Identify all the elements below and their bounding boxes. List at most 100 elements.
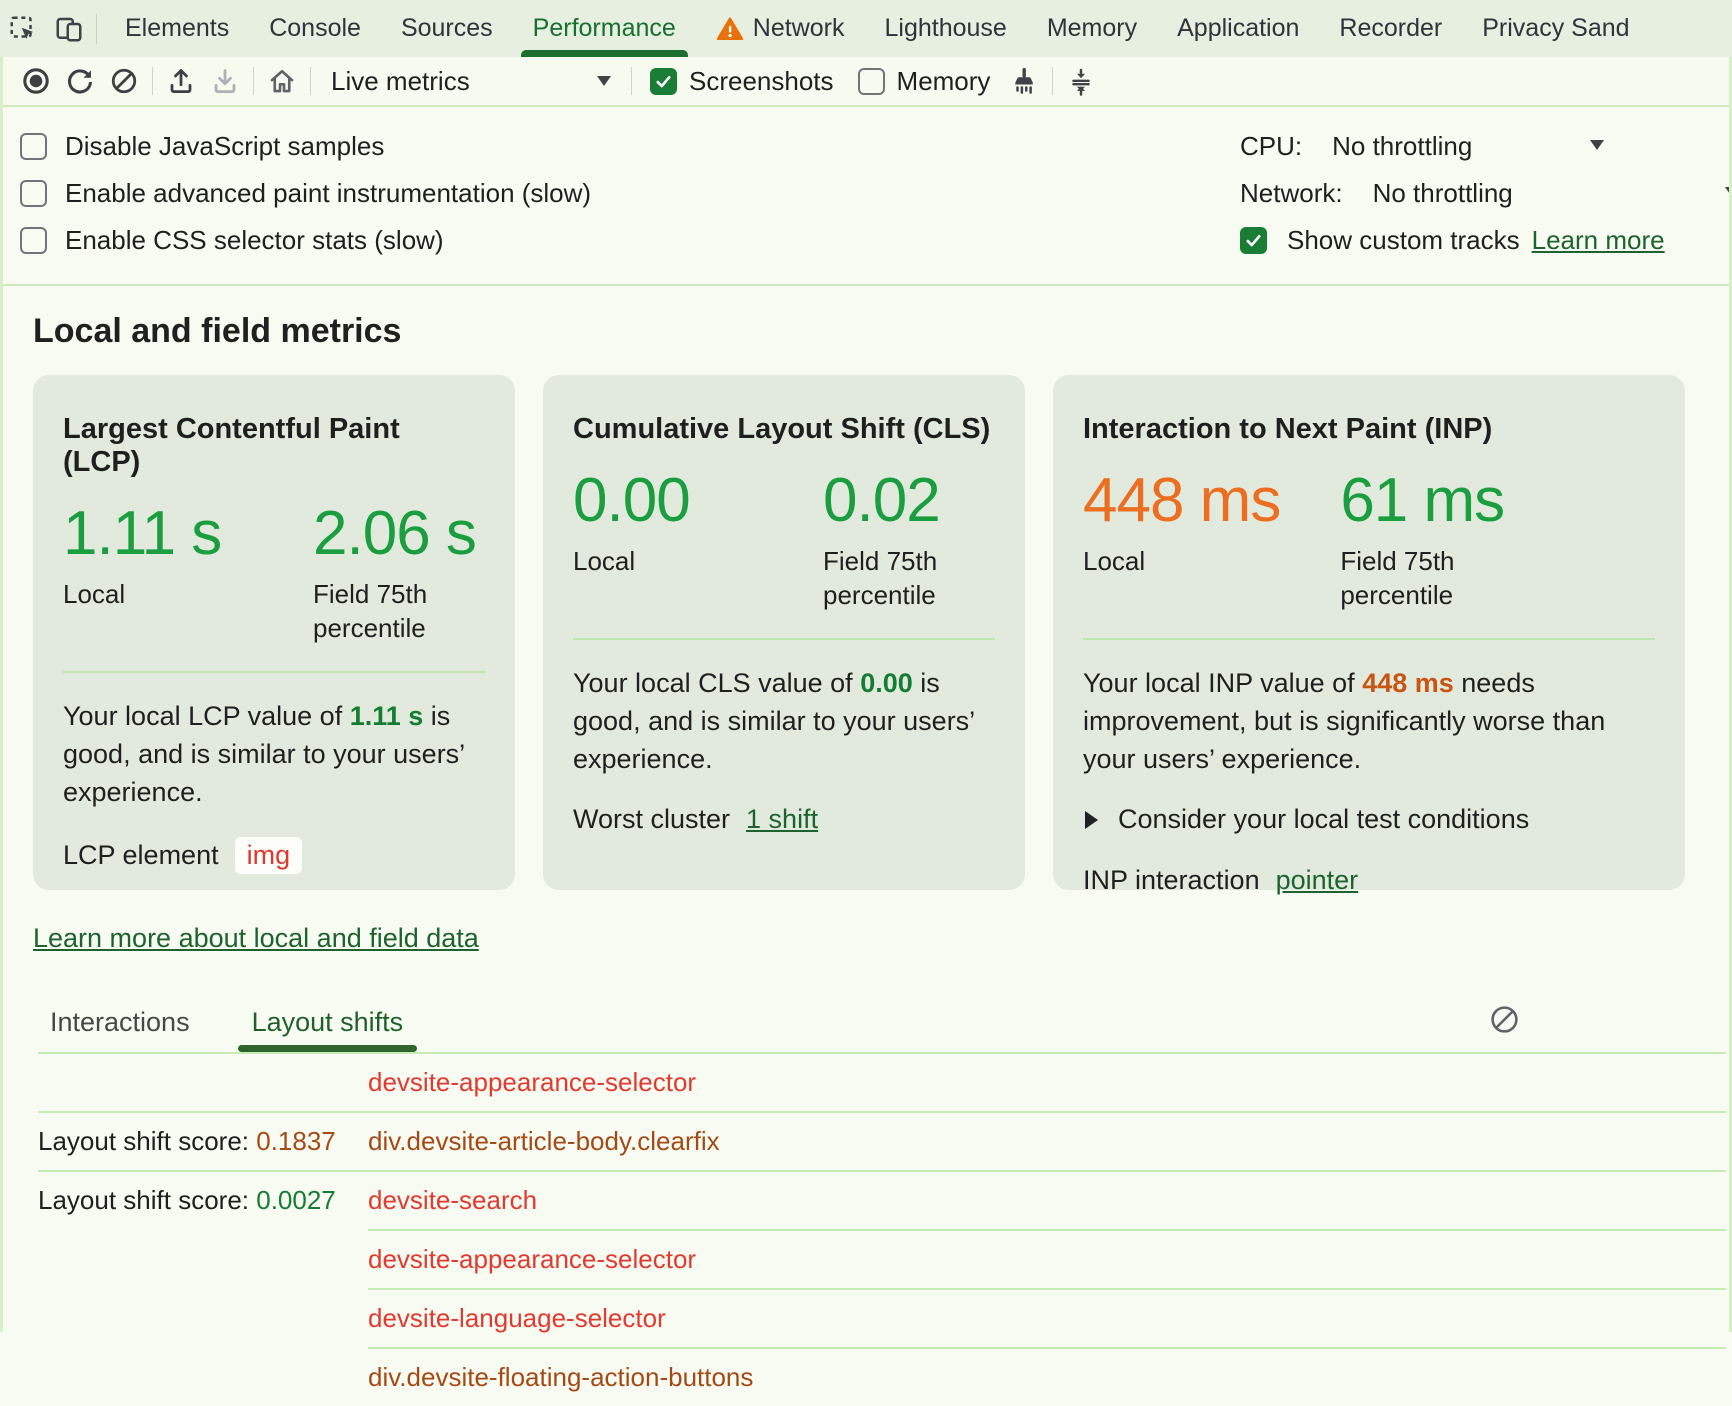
chevron-down-icon bbox=[1725, 187, 1732, 197]
worst-cluster-label: Worst cluster bbox=[573, 804, 731, 834]
cls-field-label: Field 75th percentile bbox=[823, 546, 938, 610]
tab-memory[interactable]: Memory bbox=[1046, 14, 1138, 42]
tab-layout-shifts[interactable]: Layout shifts bbox=[237, 996, 418, 1052]
lcp-card: Largest Contentful Paint (LCP) 1.11 s Lo… bbox=[33, 375, 515, 890]
clear-log-button[interactable] bbox=[1489, 1004, 1520, 1035]
row-divider bbox=[38, 1170, 1726, 1172]
active-tab-indicator bbox=[237, 1045, 418, 1052]
panel-right-edge bbox=[1729, 57, 1732, 1332]
download-profile-button[interactable] bbox=[203, 61, 247, 101]
lcp-element-node-chip[interactable]: img bbox=[234, 837, 303, 874]
shift-node-link[interactable]: devsite-appearance-selector bbox=[368, 1244, 697, 1274]
shift-node-link[interactable]: div.devsite-article-body.clearfix bbox=[368, 1126, 720, 1156]
circle-slash-icon bbox=[109, 66, 139, 96]
shift-node-link[interactable]: devsite-appearance-selector bbox=[368, 1067, 697, 1097]
tab-recorder[interactable]: Recorder bbox=[1339, 14, 1443, 42]
local-test-conditions-disclosure[interactable]: Consider your local test conditions bbox=[1085, 804, 1655, 835]
collapse-shortcuts-button[interactable] bbox=[1059, 61, 1103, 101]
checkbox-label: Enable advanced paint instrumentation (s… bbox=[65, 178, 592, 208]
cpu-throttling-row[interactable]: CPU: No throttling bbox=[1240, 123, 1732, 170]
row-divider bbox=[368, 1288, 1726, 1290]
broom-icon bbox=[1009, 66, 1039, 96]
checkbox-label: Disable JavaScript samples bbox=[65, 131, 385, 161]
tab-elements[interactable]: Elements bbox=[125, 14, 230, 42]
clear-button[interactable] bbox=[102, 61, 146, 101]
tab-network[interactable]: Network bbox=[696, 0, 865, 57]
capture-settings-right: CPU: No throttling Network: No throttlin… bbox=[1240, 123, 1732, 264]
learn-more-link[interactable]: Learn more bbox=[1531, 225, 1665, 255]
lcp-local-value: 1.11 s bbox=[63, 499, 222, 568]
score-label: Layout shift score: bbox=[38, 1126, 257, 1156]
inp-card: Interaction to Next Paint (INP) 448 ms L… bbox=[1053, 375, 1685, 895]
score-value: 0.1837 bbox=[256, 1126, 336, 1156]
inp-local-value: 448 ms bbox=[1083, 466, 1281, 535]
tab-interactions[interactable]: Interactions bbox=[50, 1006, 190, 1037]
layout-shift-row: Layout shift score: 0.1837 div.devsite-a… bbox=[0, 1113, 1732, 1170]
tab-sources[interactable]: Sources bbox=[400, 14, 493, 42]
inspect-cursor-icon bbox=[8, 14, 38, 44]
show-custom-tracks-label: Show custom tracks bbox=[1287, 225, 1520, 255]
css-selector-stats-checkbox[interactable] bbox=[20, 227, 47, 254]
learn-more-field-data-link[interactable]: Learn more about local and field data bbox=[33, 923, 479, 953]
memory-checkbox-row[interactable]: Memory bbox=[857, 65, 991, 97]
inp-local-label: Local bbox=[1083, 546, 1146, 576]
advanced-paint-row[interactable]: Enable advanced paint instrumentation (s… bbox=[20, 170, 591, 217]
inp-card-title: Interaction to Next Paint (INP) bbox=[1083, 413, 1493, 445]
tab-privacy-sandbox[interactable]: Privacy Sand bbox=[1482, 14, 1630, 42]
tab-lighthouse[interactable]: Lighthouse bbox=[884, 14, 1007, 42]
lcp-element-row: LCP element img bbox=[63, 837, 485, 874]
active-tab-indicator bbox=[520, 50, 688, 57]
upload-profile-button[interactable] bbox=[159, 61, 203, 101]
capture-settings: Disable JavaScript samples Enable advanc… bbox=[0, 107, 1732, 286]
shift-node-link[interactable]: div.devsite-floating-action-buttons bbox=[368, 1362, 754, 1392]
panel-left-edge bbox=[0, 57, 3, 1332]
worst-cluster-link[interactable]: 1 shift bbox=[746, 804, 819, 834]
shift-node-link[interactable]: devsite-search bbox=[368, 1185, 538, 1215]
layout-shift-row: div.devsite-floating-action-buttons bbox=[0, 1349, 1732, 1406]
collect-garbage-button[interactable] bbox=[1002, 61, 1046, 101]
inp-interaction-link[interactable]: pointer bbox=[1275, 865, 1359, 895]
chevron-down-icon bbox=[597, 76, 611, 86]
card-divider bbox=[573, 638, 995, 640]
screenshots-checkbox-row[interactable]: Screenshots bbox=[650, 66, 834, 97]
card-divider bbox=[1083, 638, 1655, 640]
lcp-element-label: LCP element bbox=[63, 840, 219, 870]
view-mode-select[interactable]: Live metrics bbox=[317, 66, 625, 97]
tab-console[interactable]: Console bbox=[269, 14, 361, 42]
collapse-icon bbox=[1066, 66, 1096, 96]
card-divider bbox=[63, 671, 485, 673]
inp-field-value: 61 ms bbox=[1340, 466, 1505, 535]
cpu-label: CPU: bbox=[1240, 131, 1303, 161]
disable-js-samples-row[interactable]: Disable JavaScript samples bbox=[20, 123, 591, 170]
memory-label: Memory bbox=[896, 65, 991, 96]
home-icon bbox=[267, 66, 297, 96]
cls-worst-cluster-row: Worst cluster 1 shift bbox=[573, 804, 995, 835]
home-button[interactable] bbox=[260, 61, 304, 101]
row-divider bbox=[368, 1229, 1726, 1231]
metrics-heading: Local and field metrics bbox=[33, 312, 402, 350]
lcp-card-title: Largest Contentful Paint (LCP) bbox=[63, 413, 400, 478]
device-toolbar-icon bbox=[54, 14, 84, 44]
toolbar-separator bbox=[152, 67, 153, 95]
toolbar-separator bbox=[253, 67, 254, 95]
disable-js-samples-checkbox[interactable] bbox=[20, 133, 47, 160]
shift-node-link[interactable]: devsite-language-selector bbox=[368, 1303, 666, 1333]
tab-performance[interactable]: Performance bbox=[513, 0, 696, 57]
network-throttling-row[interactable]: Network: No throttling bbox=[1240, 170, 1732, 217]
advanced-paint-checkbox[interactable] bbox=[20, 180, 47, 207]
show-custom-tracks-row[interactable]: Show custom tracks Learn more bbox=[1240, 217, 1732, 264]
record-button[interactable] bbox=[14, 61, 58, 101]
show-custom-tracks-checkbox[interactable] bbox=[1240, 227, 1267, 254]
inspect-element-button[interactable] bbox=[0, 7, 46, 51]
css-selector-stats-row[interactable]: Enable CSS selector stats (slow) bbox=[20, 217, 591, 264]
reload-and-record-button[interactable] bbox=[58, 61, 102, 101]
reload-icon bbox=[64, 65, 96, 97]
score-label: Layout shift score: bbox=[38, 1185, 257, 1215]
performance-toolbar: Live metrics Screenshots Memory bbox=[0, 57, 1732, 107]
record-icon bbox=[20, 65, 52, 97]
tab-application[interactable]: Application bbox=[1177, 14, 1300, 42]
device-toolbar-button[interactable] bbox=[46, 7, 92, 51]
screenshots-checkbox[interactable] bbox=[650, 67, 677, 95]
memory-checkbox[interactable] bbox=[857, 67, 885, 95]
toolbar-separator bbox=[1052, 67, 1054, 95]
